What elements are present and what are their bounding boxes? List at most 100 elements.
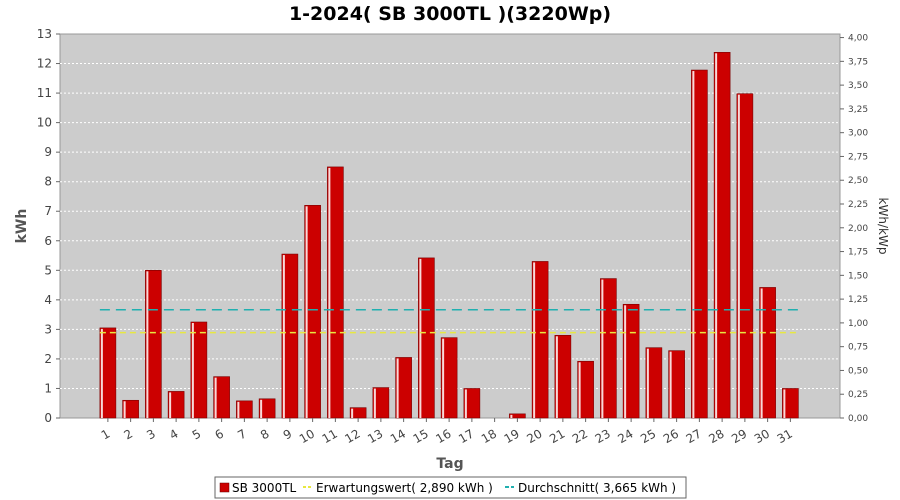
y-tick-label: 7 (44, 204, 52, 218)
x-tick-label: 18 (479, 426, 499, 446)
bar-highlight (646, 348, 649, 418)
x-tick-label: 17 (456, 426, 476, 446)
x-tick-label: 2 (122, 426, 136, 442)
x-tick-label: 23 (593, 426, 613, 446)
x-tick-label: 20 (524, 426, 544, 446)
y-axis-label: kWh (14, 209, 30, 244)
y-tick-label: 13 (37, 27, 52, 41)
x-tick-label: 5 (190, 426, 204, 442)
x-tick-label: 15 (411, 426, 431, 446)
bar-highlight (715, 53, 718, 419)
bar-highlight (282, 255, 285, 418)
x-tick-label: 19 (502, 426, 522, 446)
legend: SB 3000TL Erwartungswert( 2,890 kWh ) Du… (214, 476, 687, 499)
x-tick-label: 13 (365, 426, 385, 446)
y-tick-label: 12 (37, 57, 52, 71)
y-axis-right: 0,00 0,25 0,50 0,75 1,00 1,25 1,50 1,75 2,00 2,25… (840, 34, 868, 424)
y2-tick-label: 2,50 (848, 176, 868, 186)
y-tick-label: 8 (44, 175, 52, 189)
bar-highlight (305, 206, 308, 418)
x-tick-label: 6 (213, 426, 227, 442)
y-tick-label: 4 (44, 293, 52, 307)
bar-highlight (760, 288, 763, 418)
bar-highlight (214, 377, 217, 418)
legend-label-average: Durchschnitt( 3,665 kWh ) (518, 481, 676, 495)
bar-highlight (737, 94, 740, 418)
x-axis: 1 2 3 4 5 6 7 8 9 10 11 12 13 14 15 16 17 18 19 20 21 22 23 24 2… (99, 418, 795, 446)
reference-lines (99, 308, 799, 334)
legend-label-bars: SB 3000TL (232, 481, 297, 495)
legend-swatch-bars (219, 482, 230, 493)
y-tick-label: 10 (37, 116, 52, 130)
y-tick-label: 1 (44, 381, 52, 395)
legend-box (214, 476, 687, 499)
x-tick-label: 1 (99, 426, 113, 442)
x-tick-label: 21 (547, 426, 567, 446)
x-tick-label: 22 (570, 426, 590, 446)
x-tick-label: 26 (661, 426, 681, 446)
x-tick-label: 14 (388, 426, 408, 446)
y2-tick-label: 1,75 (848, 248, 868, 258)
y2-tick-label: 1,50 (848, 271, 868, 281)
y-tick-label: 9 (44, 145, 52, 159)
bar-highlight (260, 399, 263, 418)
x-tick-label: 27 (684, 426, 704, 446)
bar-highlight (692, 71, 695, 418)
x-tick-label: 4 (167, 426, 181, 442)
x-tick-label: 30 (752, 426, 772, 446)
x-tick-label: 11 (320, 426, 340, 446)
bar-highlight (555, 336, 558, 418)
bar-series (99, 52, 799, 419)
bar-highlight (464, 389, 467, 418)
bar-highlight (669, 351, 672, 418)
x-tick-label: 31 (775, 426, 795, 446)
y2-tick-label: 2,00 (848, 224, 868, 234)
chart-title: 1-2024( SB 3000TL )(3220Wp) (289, 3, 611, 25)
bar-highlight (100, 328, 103, 418)
x-tick-label: 7 (235, 426, 249, 442)
bar-highlight (328, 167, 331, 418)
y2-tick-label: 2,25 (848, 200, 868, 210)
y2-tick-label: 1,25 (848, 295, 868, 305)
y-axis-right-label: kWh/kWp (876, 198, 890, 255)
y2-tick-label: 0,00 (848, 414, 868, 424)
x-tick-label: 3 (144, 426, 158, 442)
y-tick-label: 0 (44, 411, 52, 425)
bar-highlight (191, 323, 194, 418)
x-tick-label: 24 (615, 426, 635, 446)
y-tick-label: 2 (44, 352, 52, 366)
y2-tick-label: 3,25 (848, 105, 868, 115)
bar-highlight (396, 358, 399, 418)
y2-tick-label: 4,00 (848, 34, 868, 44)
bar-highlight (510, 414, 513, 418)
y2-tick-label: 3,75 (848, 57, 868, 67)
bar-highlight (578, 362, 581, 418)
y2-tick-label: 0,75 (848, 343, 868, 353)
x-tick-label: 8 (258, 426, 272, 442)
legend-label-expected: Erwartungswert( 2,890 kWh ) (316, 481, 493, 495)
x-tick-label: 16 (433, 426, 453, 446)
y-tick-label: 11 (37, 86, 52, 100)
x-tick-label: 25 (638, 426, 658, 446)
bar-highlight (146, 271, 149, 418)
x-tick-label: 28 (706, 426, 726, 446)
y2-tick-label: 0,50 (848, 366, 868, 376)
bar-highlight (601, 279, 604, 418)
y2-tick-label: 0,25 (848, 390, 868, 400)
y2-tick-label: 2,75 (848, 152, 868, 162)
bar-highlight (533, 262, 536, 418)
x-tick-label: 29 (729, 426, 749, 446)
y-tick-label: 5 (44, 263, 52, 277)
y-tick-label: 3 (44, 322, 52, 336)
bar-highlight (373, 388, 376, 418)
grid-lines (60, 63, 840, 389)
y2-tick-label: 1,00 (848, 319, 868, 329)
x-axis-label: Tag (436, 456, 463, 472)
bar-highlight (419, 258, 422, 418)
x-tick-label: 9 (281, 426, 295, 442)
bar-highlight (783, 389, 786, 418)
y-tick-label: 6 (44, 234, 52, 248)
y2-tick-label: 3,00 (848, 129, 868, 139)
